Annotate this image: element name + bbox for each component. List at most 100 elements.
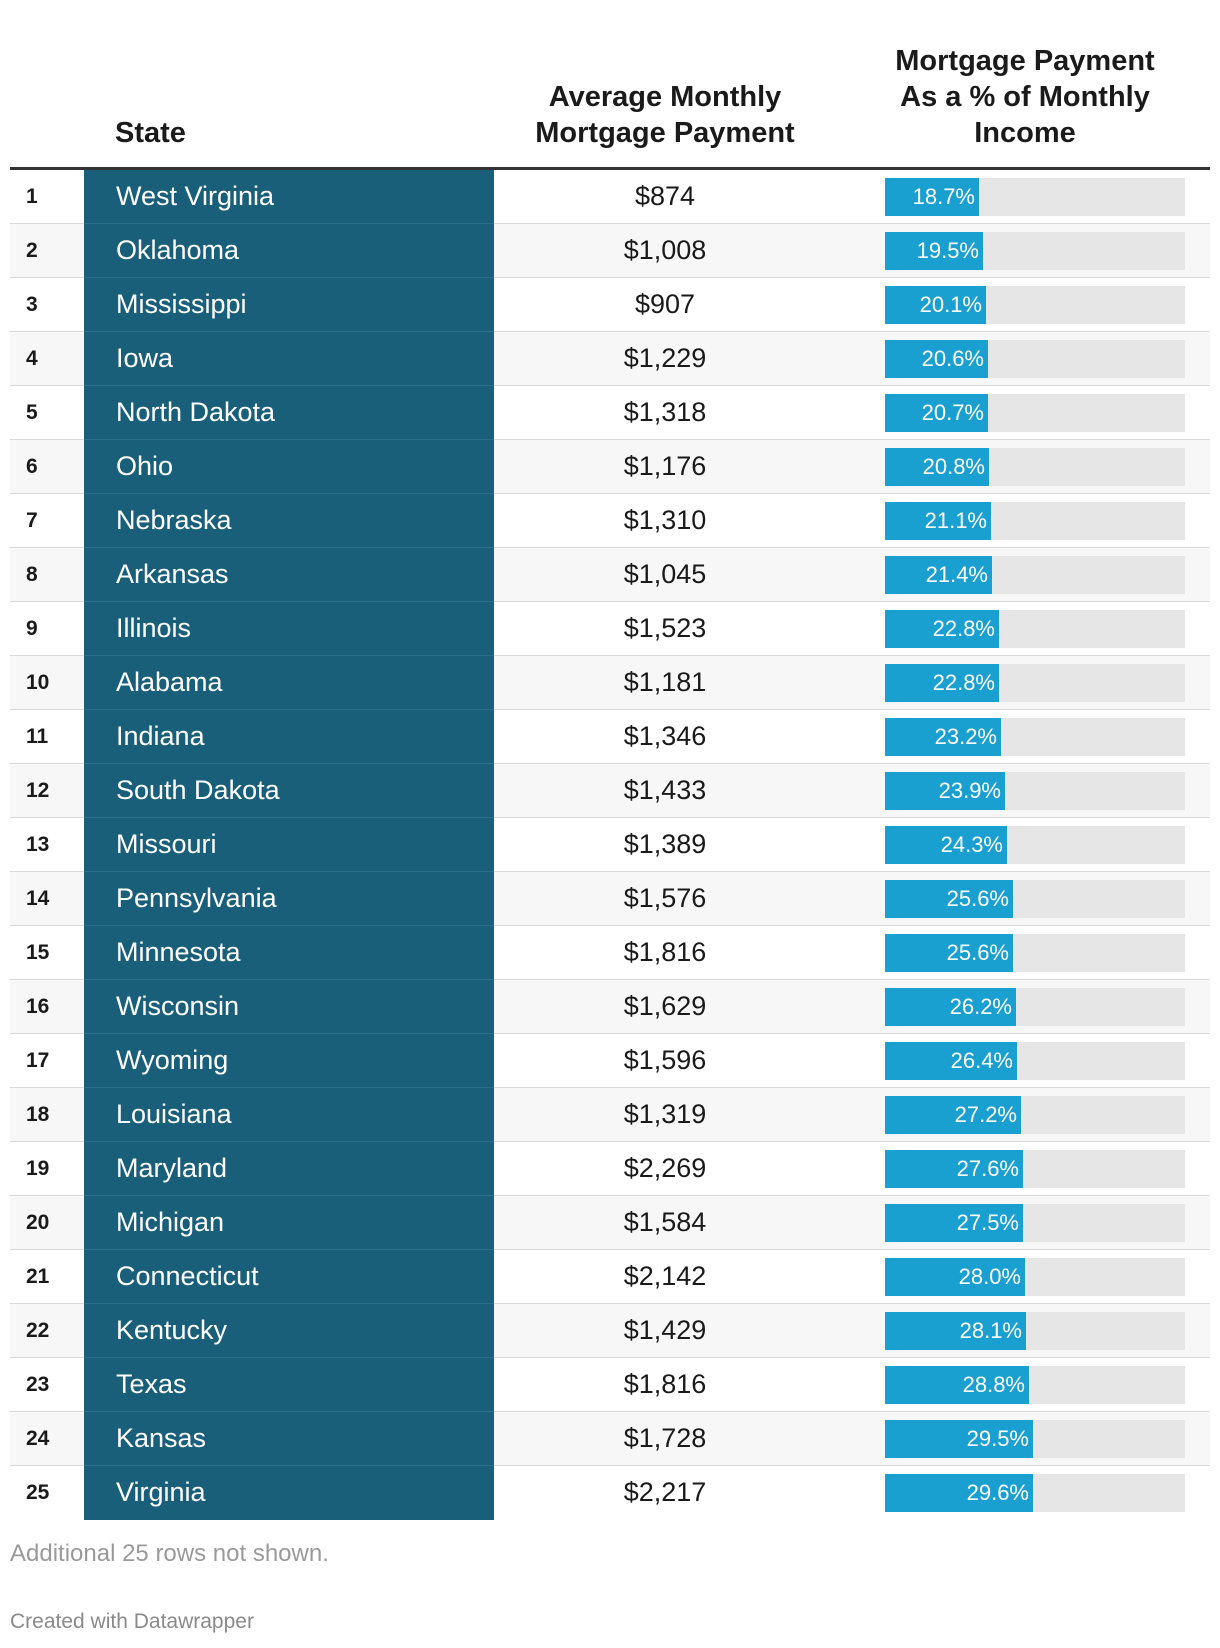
state-cell: Minnesota: [84, 926, 494, 980]
percent-label: 28.8%: [962, 1372, 1025, 1397]
row-rank: 11: [26, 725, 49, 748]
state-name: Louisiana: [116, 1099, 232, 1129]
state-cell: Wyoming: [84, 1034, 494, 1088]
percent-bar: [885, 1204, 1023, 1242]
percent-label: 26.2%: [949, 994, 1012, 1019]
row-rank: 19: [26, 1157, 50, 1180]
state-name: Arkansas: [116, 559, 229, 589]
percent-bar-track: 27.6%: [885, 1150, 1185, 1188]
row-rank: 15: [26, 941, 50, 964]
state-cell: North Dakota: [84, 386, 494, 440]
table-row: 12 South Dakota $1,433 23.9%: [10, 764, 1210, 818]
percent-bar-track: 26.2%: [885, 988, 1185, 1026]
percent-label: 21.1%: [924, 508, 987, 533]
state-cell: Wisconsin: [84, 980, 494, 1034]
row-rank: 7: [26, 509, 38, 532]
state-name: Ohio: [116, 451, 174, 481]
percent-bar: [885, 1096, 1021, 1134]
percent-label: 18.7%: [912, 184, 975, 209]
percent-bar-track: 27.5%: [885, 1204, 1185, 1242]
column-header-state[interactable]: State: [115, 115, 186, 151]
row-rank: 25: [26, 1481, 50, 1504]
state-name: Connecticut: [116, 1261, 259, 1291]
table-row: 11 Indiana $1,346 23.2%: [10, 710, 1210, 764]
percent-label: 24.3%: [940, 832, 1003, 857]
payment-value: $1,523: [623, 613, 707, 643]
state-name: Illinois: [116, 613, 192, 643]
column-header-percent[interactable]: Mortgage Payment As a % of Monthly Incom…: [875, 43, 1175, 151]
state-cell: South Dakota: [84, 764, 494, 818]
row-rank: 2: [26, 239, 38, 262]
state-name: Mississippi: [116, 289, 247, 319]
state-cell: Texas: [84, 1358, 494, 1412]
percent-bar-track: 21.4%: [885, 556, 1185, 594]
row-rank: 17: [26, 1049, 50, 1072]
state-name: Wisconsin: [116, 991, 240, 1021]
state-name: Minnesota: [116, 937, 241, 967]
percent-label: 25.6%: [946, 886, 1009, 911]
table-row: 20 Michigan $1,584 27.5%: [10, 1196, 1210, 1250]
table-row: 9 Illinois $1,523 22.8%: [10, 602, 1210, 656]
percent-label: 28.1%: [959, 1318, 1022, 1343]
table-row: 16 Wisconsin $1,629 26.2%: [10, 980, 1210, 1034]
state-cell: Ohio: [84, 440, 494, 494]
table-row: 2 Oklahoma $1,008 19.5%: [10, 224, 1210, 278]
percent-bar: [885, 1474, 1033, 1512]
table-row: 23 Texas $1,816 28.8%: [10, 1358, 1210, 1412]
state-cell: Connecticut: [84, 1250, 494, 1304]
state-cell: Indiana: [84, 710, 494, 764]
table-row: 21 Connecticut $2,142 28.0%: [10, 1250, 1210, 1304]
percent-bar: [885, 232, 983, 270]
row-rank: 14: [26, 887, 50, 910]
percent-label: 27.5%: [956, 1210, 1019, 1235]
state-name: Michigan: [116, 1207, 225, 1237]
row-rank: 16: [26, 995, 50, 1018]
row-rank: 23: [26, 1373, 50, 1396]
percent-label: 27.6%: [956, 1156, 1019, 1181]
percent-bar: [885, 988, 1016, 1026]
state-cell: Arkansas: [84, 548, 494, 602]
payment-value: $1,310: [623, 505, 707, 535]
state-cell: Iowa: [84, 332, 494, 386]
column-header-payment[interactable]: Average Monthly Mortgage Payment: [515, 79, 815, 151]
payment-value: $1,576: [623, 883, 707, 913]
percent-bar-track: 24.3%: [885, 826, 1185, 864]
state-name: Texas: [116, 1369, 187, 1399]
state-name: Missouri: [116, 829, 217, 859]
row-rank: 10: [26, 671, 50, 694]
percent-bar: [885, 1420, 1033, 1458]
state-cell: Pennsylvania: [84, 872, 494, 926]
state-name: West Virginia: [116, 181, 275, 211]
state-cell: Mississippi: [84, 278, 494, 332]
percent-bar-track: 18.7%: [885, 178, 1185, 216]
percent-bar: [885, 178, 979, 216]
row-rank: 9: [26, 617, 38, 640]
percent-bar-track: 25.6%: [885, 880, 1185, 918]
row-rank: 24: [26, 1427, 50, 1450]
payment-header-line1: Average Monthly: [548, 81, 782, 113]
row-rank: 20: [26, 1211, 50, 1234]
state-name: Iowa: [116, 343, 174, 373]
percent-bar-track: 20.6%: [885, 340, 1185, 378]
payment-value: $2,269: [623, 1153, 707, 1183]
percent-bar: [885, 718, 1001, 756]
percent-bar: [885, 664, 999, 702]
table-row: 18 Louisiana $1,319 27.2%: [10, 1088, 1210, 1142]
state-cell: West Virginia: [84, 170, 494, 224]
percent-bar: [885, 1312, 1026, 1350]
state-name: Indiana: [116, 721, 205, 751]
percent-label: 20.6%: [921, 346, 984, 371]
state-cell: Louisiana: [84, 1088, 494, 1142]
state-name: Wyoming: [116, 1045, 229, 1075]
percent-bar-track: 25.6%: [885, 934, 1185, 972]
payment-value: $1,389: [623, 829, 707, 859]
payment-value: $1,318: [623, 397, 707, 427]
percent-bar-track: 22.8%: [885, 610, 1185, 648]
payment-value: $1,319: [623, 1099, 707, 1129]
table-row: 13 Missouri $1,389 24.3%: [10, 818, 1210, 872]
state-cell: Alabama: [84, 656, 494, 710]
percent-label: 29.6%: [966, 1480, 1029, 1505]
state-name: Alabama: [116, 667, 223, 697]
state-name: Virginia: [116, 1477, 206, 1507]
table-row: 3 Mississippi $907 20.1%: [10, 278, 1210, 332]
